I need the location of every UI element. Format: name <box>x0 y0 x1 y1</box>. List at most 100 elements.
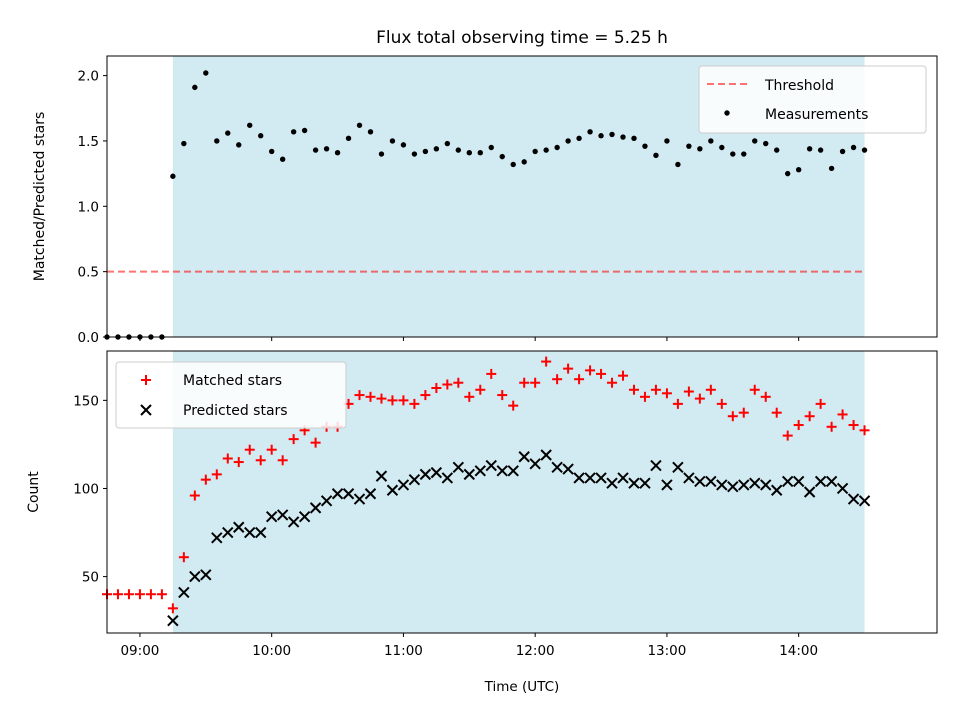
y-tick-label: 50 <box>82 570 99 586</box>
x-tick-label: 12:00 <box>516 643 555 659</box>
predicted-star-point <box>617 472 629 484</box>
measurement-point <box>367 129 374 135</box>
measurement-point <box>598 133 604 139</box>
predicted-star-point <box>694 475 706 488</box>
legend-label: Matched stars <box>183 373 282 389</box>
predicted-star-point <box>672 461 684 474</box>
legend-measurement-swatch <box>724 110 730 116</box>
measurement-point <box>378 151 385 157</box>
predicted-star-point <box>375 470 388 482</box>
measurement-point <box>653 152 659 159</box>
measurement-point <box>861 147 868 153</box>
matched-star-point <box>705 384 716 395</box>
matched-star-point <box>453 377 464 388</box>
predicted-star-point <box>584 472 596 484</box>
y-tick-label: 0.5 <box>78 265 99 281</box>
predicted-star-point <box>331 488 344 500</box>
y-axis-label: Matched/Predicted stars <box>32 112 48 282</box>
measurement-point <box>455 147 462 153</box>
legend-label: Measurements <box>765 107 868 123</box>
measurement-point <box>356 122 363 128</box>
matched-star-point <box>112 589 123 600</box>
measurement-point <box>400 142 407 148</box>
matched-star-point <box>145 589 156 600</box>
legend-box <box>698 65 927 134</box>
matched-star-point <box>749 384 760 395</box>
measurement-point <box>850 144 857 151</box>
predicted-star-point <box>760 479 772 491</box>
measurement-point <box>719 144 725 151</box>
matched-star-point <box>266 444 277 455</box>
matched-star-point <box>420 390 431 401</box>
measurement-point <box>741 151 747 157</box>
matched-star-point <box>134 589 145 600</box>
matched-star-point <box>760 391 771 402</box>
measurement-point <box>642 143 648 149</box>
legend-predicted-swatch <box>140 404 152 416</box>
measurement-point <box>422 148 429 155</box>
matched-star-point <box>365 391 376 402</box>
matched-star-point <box>475 384 486 395</box>
matched-star-point <box>650 384 661 395</box>
predicted-star-point <box>573 472 585 484</box>
predicted-star-point <box>167 614 179 627</box>
measurement-point <box>192 84 198 91</box>
matched-star-point <box>409 398 420 409</box>
predicted-star-point <box>562 463 574 475</box>
matched-star-point <box>628 384 639 395</box>
measurement-point <box>203 70 209 76</box>
measurement-point <box>170 173 176 179</box>
matched-star-point <box>793 420 804 431</box>
predicted-star-point <box>178 586 190 599</box>
legend-label: Predicted stars <box>183 403 288 419</box>
measurement-point <box>466 150 473 156</box>
matched-star-point <box>167 603 178 614</box>
predicted-star-point <box>441 472 454 484</box>
predicted-star-point <box>606 477 618 489</box>
matched-star-point <box>354 390 365 401</box>
predicted-star-point <box>189 570 201 583</box>
predicted-star-point <box>529 458 541 470</box>
measurement-point <box>301 127 308 134</box>
measurement-point <box>795 167 802 173</box>
measurement-point <box>181 140 187 147</box>
predicted-star-point <box>825 475 838 488</box>
matched-star-point <box>497 390 508 401</box>
measurement-point <box>268 148 275 155</box>
matched-star-point <box>200 474 211 485</box>
measurement-point <box>247 122 253 128</box>
matched-star-point <box>387 395 398 406</box>
predicted-star-point <box>727 481 739 493</box>
measurement-point <box>279 156 286 162</box>
predicted-star-point <box>485 459 497 472</box>
matched-star-point <box>585 365 596 376</box>
matched-star-point <box>233 457 244 468</box>
predicted-star-point <box>551 461 563 474</box>
predicted-star-point <box>233 521 245 533</box>
measurement-point <box>806 146 813 152</box>
matched-star-point <box>288 434 299 445</box>
predicted-star-point <box>452 461 465 474</box>
axes-frame <box>106 350 938 634</box>
predicted-star-point <box>518 451 530 463</box>
measurement-point <box>290 129 297 135</box>
measurement-point <box>433 146 440 152</box>
matched-star-point <box>694 393 705 404</box>
measurement-point <box>345 135 352 142</box>
predicted-star-point <box>858 495 871 507</box>
figure-title: Flux total observing time = 5.25 h <box>376 28 668 48</box>
matched-star-point <box>211 469 222 480</box>
matched-star-point <box>123 589 134 600</box>
predicted-star-point <box>309 502 322 514</box>
predicted-star-point <box>408 473 421 486</box>
matched-star-point <box>618 370 629 381</box>
measurement-point <box>631 135 637 142</box>
y-tick-label: 150 <box>73 393 99 409</box>
measurement-point <box>444 140 451 147</box>
measurement-point <box>510 161 516 168</box>
predicted-star-point <box>639 477 651 489</box>
y-tick-label: 1.0 <box>78 199 99 215</box>
measurement-point <box>609 131 615 138</box>
bottom-panel: 50 100 150 09:00 10:00 11:00 12:00 13:00 14:00 Co… <box>26 350 938 659</box>
matched-star-point <box>178 552 189 563</box>
